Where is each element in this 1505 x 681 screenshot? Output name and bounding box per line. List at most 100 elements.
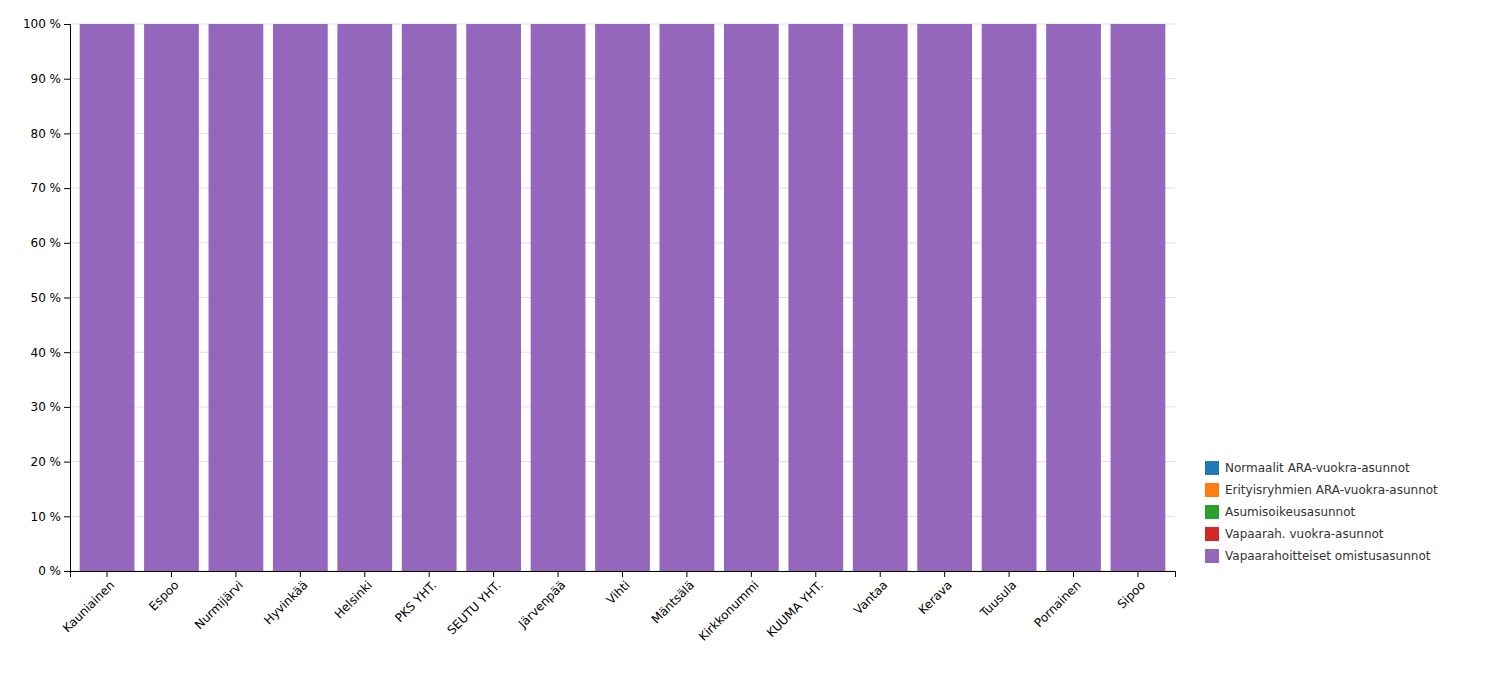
- x-tick: Sipoo: [1115, 571, 1148, 611]
- x-tick: Tuusula: [977, 571, 1020, 621]
- x-tick: Kerava: [916, 571, 955, 617]
- y-tick: 20 %: [31, 455, 71, 469]
- x-tick-label: Sipoo: [1115, 578, 1148, 611]
- x-tick-mark: [300, 571, 301, 577]
- legend-swatch: [1205, 549, 1219, 563]
- bar: [466, 24, 521, 571]
- y-tick-mark: [64, 298, 70, 299]
- y-tick-label: 10 %: [31, 510, 62, 524]
- bar: [402, 24, 457, 571]
- x-tick-mark: [171, 571, 172, 577]
- x-tick: Kauniainen: [60, 571, 117, 635]
- x-tick-mark: [880, 571, 881, 577]
- x-tick-mark: [364, 571, 365, 577]
- y-tick: 90 %: [31, 72, 71, 86]
- legend-label: Vapaarahoitteiset omistusasunnot: [1225, 549, 1431, 563]
- legend-swatch: [1205, 505, 1219, 519]
- x-tick-label: Vantaa: [851, 578, 890, 617]
- x-tick-mark: [686, 571, 687, 577]
- legend-item: Erityisryhmien ARA-vuokra-asunnot: [1205, 483, 1438, 497]
- legend-label: Normaalit ARA-vuokra-asunnot: [1225, 461, 1410, 475]
- x-tick-label: Järvenpää: [515, 578, 568, 631]
- x-tick-label: Vihti: [604, 578, 633, 607]
- y-tick-label: 50 %: [31, 291, 62, 305]
- bar: [273, 24, 328, 571]
- x-tick-mark: [1009, 571, 1010, 577]
- y-tick-label: 30 %: [31, 400, 62, 414]
- bar: [80, 24, 135, 571]
- x-tick-mark: [493, 571, 494, 577]
- bar: [853, 24, 908, 571]
- y-tick: 30 %: [31, 400, 71, 414]
- bars: [80, 24, 1166, 571]
- y-axis: 0 % 10 % 20 % 30 % 40 % 50 % 60 % 70 % 80 % 90 % 1…: [23, 17, 71, 578]
- x-tick-label: Kerava: [916, 578, 955, 617]
- x-axis: Kauniainen Espoo Nurmijärvi Hyvinkää Helsink…: [60, 571, 1175, 644]
- x-tick: Helsinki: [332, 571, 375, 621]
- x-tick-label: Helsinki: [332, 578, 375, 621]
- x-tick-mark: [815, 571, 816, 577]
- x-tick: Hyvinkää: [261, 571, 310, 627]
- y-tick: 80 %: [31, 127, 71, 141]
- x-tick-mark: [235, 571, 236, 577]
- x-tick-label: Nurmijärvi: [192, 578, 246, 632]
- x-tick-label: Hyvinkää: [261, 578, 310, 627]
- x-tick-mark: [1073, 571, 1074, 577]
- x-tick-mark: [1137, 571, 1138, 577]
- y-tick: 40 %: [31, 346, 71, 360]
- legend-label: Asumisoikeusasunnot: [1225, 505, 1356, 519]
- x-tick-label: Pornainen: [1032, 578, 1084, 630]
- y-tick-label: 60 %: [31, 236, 62, 250]
- y-tick-label: 70 %: [31, 181, 62, 195]
- legend-swatch: [1205, 483, 1219, 497]
- y-tick-mark: [64, 352, 70, 353]
- x-tick: Espoo: [146, 571, 181, 614]
- y-tick: 10 %: [31, 510, 71, 524]
- bar: [660, 24, 715, 571]
- plot: 0 % 10 % 20 % 30 % 40 % 50 % 60 % 70 % 80 % 90 % 1…: [23, 17, 1176, 643]
- grid: [70, 24, 1175, 571]
- y-tick-mark: [64, 188, 70, 189]
- y-tick: 0 %: [38, 564, 70, 578]
- bar: [209, 24, 264, 571]
- x-tick-label: Kauniainen: [60, 578, 117, 635]
- y-tick-label: 20 %: [31, 455, 62, 469]
- y-tick-label: 100 %: [23, 17, 61, 31]
- legend-label: Vapaarah. vuokra-asunnot: [1225, 527, 1384, 541]
- legend-swatch: [1205, 527, 1219, 541]
- x-tick-label: Mäntsälä: [649, 578, 697, 626]
- y-tick-mark: [64, 571, 70, 572]
- y-tick-mark: [64, 243, 70, 244]
- x-tick: Mäntsälä: [649, 571, 697, 626]
- bar: [531, 24, 586, 571]
- y-tick: 70 %: [31, 181, 71, 195]
- y-axis-line: [64, 25, 71, 572]
- legend-swatch: [1205, 461, 1219, 475]
- series-bars: [80, 24, 1166, 571]
- bar: [917, 24, 972, 571]
- x-tick-mark: [944, 571, 945, 577]
- x-tick-label: PKS YHT.: [392, 578, 439, 625]
- bar: [982, 24, 1037, 571]
- y-tick-mark: [64, 133, 70, 134]
- x-tick-mark: [558, 571, 559, 577]
- y-tick-label: 80 %: [31, 127, 62, 141]
- bar: [1111, 24, 1166, 571]
- y-tick-mark: [64, 462, 70, 463]
- x-tick-mark: [429, 571, 430, 577]
- legend-label: Erityisryhmien ARA-vuokra-asunnot: [1225, 483, 1438, 497]
- x-tick-label: Espoo: [146, 578, 181, 613]
- x-tick-label: Tuusula: [977, 578, 1020, 621]
- x-tick-mark: [107, 571, 108, 577]
- x-tick: PKS YHT.: [392, 571, 439, 625]
- bar: [595, 24, 650, 571]
- y-tick: 60 %: [31, 236, 71, 250]
- x-tick: Vantaa: [851, 571, 890, 617]
- y-tick-label: 0 %: [38, 564, 61, 578]
- x-tick: Vihti: [604, 571, 633, 607]
- chart: 0 % 10 % 20 % 30 % 40 % 50 % 60 % 70 % 80 % 90 % 1…: [0, 0, 1505, 681]
- y-tick: 50 %: [31, 291, 71, 305]
- x-tick: KUUMA YHT.: [764, 571, 826, 640]
- legend-item: Vapaarahoitteiset omistusasunnot: [1205, 549, 1431, 563]
- x-tick-label: SEUTU YHT.: [444, 578, 503, 637]
